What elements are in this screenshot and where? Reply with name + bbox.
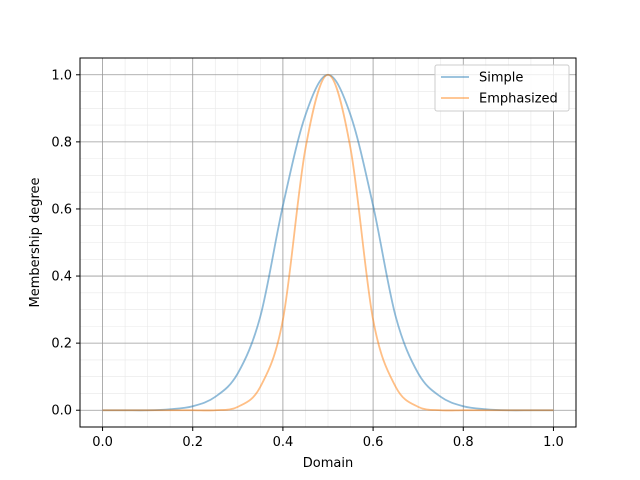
legend: Simple Emphasized <box>434 64 570 112</box>
y-axis-label: Membership degree <box>28 177 43 307</box>
y-tick-label: 0.2 <box>51 337 72 352</box>
minor-grid <box>80 58 576 427</box>
x-tick-label: 0.0 <box>92 435 113 450</box>
y-tick-label: 0.4 <box>51 270 72 285</box>
y-axis-ticks: 0.0 0.2 0.4 0.6 0.8 1.0 <box>51 68 80 419</box>
y-tick-label: 0.0 <box>51 404 72 419</box>
y-tick-label: 0.6 <box>51 202 72 217</box>
x-tick-label: 0.4 <box>273 435 294 450</box>
x-tick-label: 0.6 <box>363 435 384 450</box>
series-layer <box>102 73 554 412</box>
x-tick-label: 1.0 <box>543 435 564 450</box>
y-tick-label: 1.0 <box>51 68 72 83</box>
x-axis-ticks: 0.0 0.2 0.4 0.6 0.8 1.0 <box>92 427 564 450</box>
x-tick-label: 0.2 <box>182 435 203 450</box>
x-tick-label: 0.8 <box>453 435 474 450</box>
series-line-emphasized <box>102 73 554 412</box>
legend-label-simple: Simple <box>479 71 523 86</box>
legend-label-emphasized: Emphasized <box>479 92 558 107</box>
x-axis-label: Domain <box>303 456 353 471</box>
axes-frame <box>79 57 577 428</box>
y-tick-label: 0.8 <box>51 135 72 150</box>
